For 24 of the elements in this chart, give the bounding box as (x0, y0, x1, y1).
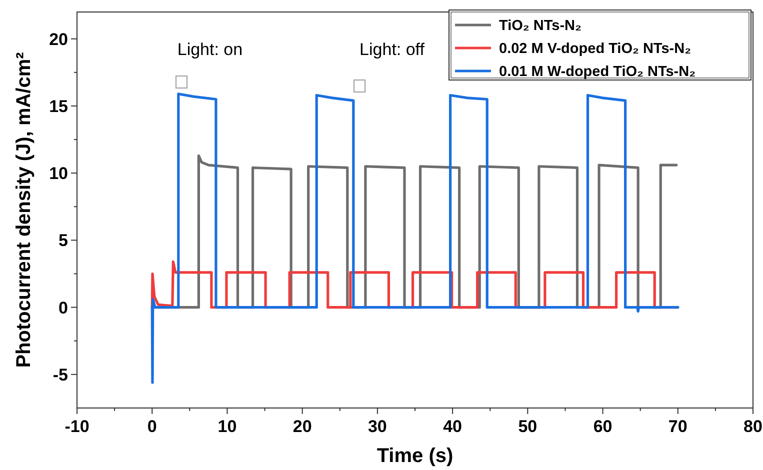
annotation: Light: on (177, 40, 243, 59)
x-tick-label: 80 (744, 417, 762, 436)
line-series (150, 92, 680, 384)
x-tick-label: 40 (443, 417, 462, 436)
x-tick-label: 50 (518, 417, 538, 436)
x-tick-label: 10 (218, 417, 237, 436)
y-axis-title: Photocurrent density (J), mA/cm² (13, 52, 35, 368)
y-tick-label: 5 (58, 231, 68, 250)
y-tick-label: 10 (49, 164, 68, 184)
legend-label: TiO₂ NTs-N₂ (499, 18, 582, 34)
y-tick-label: 0 (58, 298, 68, 318)
y-tick-label: 20 (49, 30, 68, 49)
legend-label: 0.01 M W-doped TiO₂ NTs-N₂ (499, 64, 696, 80)
x-tick-label: 60 (593, 417, 612, 436)
annotation: Light: off (360, 40, 425, 59)
y-tick-label: 15 (49, 96, 68, 116)
y-tick-label: -5 (52, 365, 68, 384)
x-axis-title: Time (s) (376, 445, 454, 467)
x-tick-label: 70 (668, 417, 688, 436)
x-tick-label: 0 (147, 417, 157, 436)
x-tick-label: 30 (368, 417, 387, 436)
legend-label: 0.02 M V-doped TiO₂ NTs-N₂ (499, 41, 692, 58)
x-tick-label: 20 (292, 417, 312, 436)
x-tick-label: -10 (64, 417, 90, 436)
